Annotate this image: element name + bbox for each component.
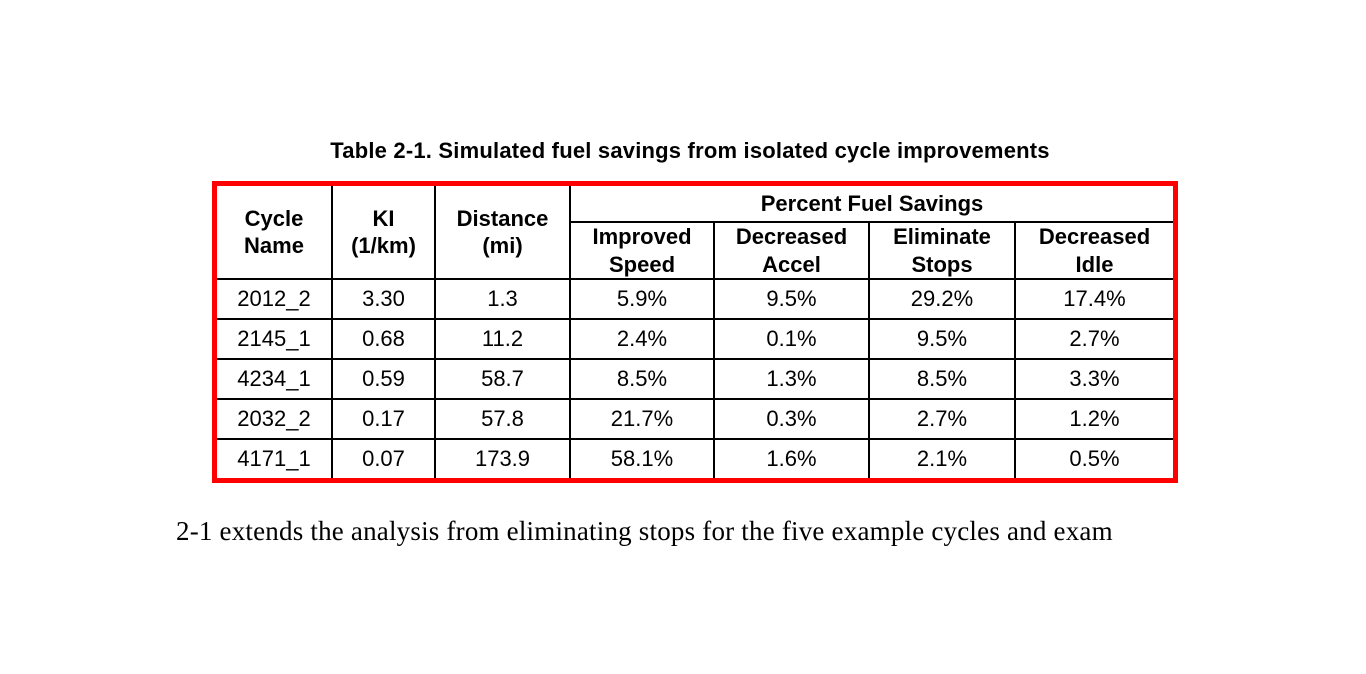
cell-improved-speed: 2.4% xyxy=(569,318,715,360)
cell-distance: 173.9 xyxy=(434,438,571,479)
cell-improved-speed: 8.5% xyxy=(569,358,715,400)
cell-ki: 3.30 xyxy=(331,278,436,320)
cell-cycle-name: 4234_1 xyxy=(216,358,333,400)
cell-distance: 1.3 xyxy=(434,278,571,320)
cell-cycle-name: 2145_1 xyxy=(216,318,333,360)
header-distance: Distance (mi) xyxy=(434,185,571,280)
header-decreased-accel: Decreased Accel xyxy=(713,221,870,280)
cell-decreased-idle: 3.3% xyxy=(1014,358,1174,400)
table-row: 2012_2 3.30 1.3 5.9% 9.5% 29.2% 17.4% xyxy=(216,278,1174,320)
fuel-savings-table: Cycle Name KI (1/km) Distance (mi) Perce… xyxy=(216,185,1174,479)
header-eliminate-stops: Eliminate Stops xyxy=(868,221,1016,280)
cell-cycle-name: 2032_2 xyxy=(216,398,333,440)
cell-eliminate-stops: 2.1% xyxy=(868,438,1016,479)
table-row: 4234_1 0.59 58.7 8.5% 1.3% 8.5% 3.3% xyxy=(216,358,1174,400)
cell-decreased-idle: 2.7% xyxy=(1014,318,1174,360)
cell-ki: 0.59 xyxy=(331,358,436,400)
table-caption: Table 2-1. Simulated fuel savings from i… xyxy=(330,138,1050,163)
header-percent-fuel-savings: Percent Fuel Savings xyxy=(569,185,1174,223)
cell-ki: 0.07 xyxy=(331,438,436,479)
table-row: 2145_1 0.68 11.2 2.4% 0.1% 9.5% 2.7% xyxy=(216,318,1174,360)
table-row: 4171_1 0.07 173.9 58.1% 1.6% 2.1% 0.5% xyxy=(216,438,1174,479)
header-decreased-idle: Decreased Idle xyxy=(1014,221,1174,280)
cell-decreased-accel: 9.5% xyxy=(713,278,870,320)
cell-decreased-idle: 1.2% xyxy=(1014,398,1174,440)
cell-eliminate-stops: 2.7% xyxy=(868,398,1016,440)
cell-ki: 0.17 xyxy=(331,398,436,440)
header-row-sub: Improved Speed Decreased Accel Eliminate… xyxy=(217,221,1174,280)
cell-decreased-accel: 0.3% xyxy=(713,398,870,440)
cell-improved-speed: 58.1% xyxy=(569,438,715,479)
cell-distance: 58.7 xyxy=(434,358,571,400)
cell-decreased-idle: 17.4% xyxy=(1014,278,1174,320)
cell-cycle-name: 2012_2 xyxy=(216,278,333,320)
cell-cycle-name: 4171_1 xyxy=(216,438,333,479)
header-improved-speed: Improved Speed xyxy=(569,221,715,280)
cell-eliminate-stops: 9.5% xyxy=(868,318,1016,360)
table-highlight-frame: Cycle Name KI (1/km) Distance (mi) Perce… xyxy=(212,181,1178,483)
cell-decreased-idle: 0.5% xyxy=(1014,438,1174,479)
cell-eliminate-stops: 8.5% xyxy=(868,358,1016,400)
cell-improved-speed: 21.7% xyxy=(569,398,715,440)
cell-eliminate-stops: 29.2% xyxy=(868,278,1016,320)
header-cycle-name: Cycle Name xyxy=(216,185,333,280)
cell-ki: 0.68 xyxy=(331,318,436,360)
header-row-group: Cycle Name KI (1/km) Distance (mi) Perce… xyxy=(216,185,1174,280)
body-paragraph: 2-1 extends the analysis from eliminatin… xyxy=(176,516,1113,546)
cell-distance: 11.2 xyxy=(434,318,571,360)
table-row: 2032_2 0.17 57.8 21.7% 0.3% 2.7% 1.2% xyxy=(216,398,1174,440)
cell-improved-speed: 5.9% xyxy=(569,278,715,320)
cell-decreased-accel: 1.3% xyxy=(713,358,870,400)
cell-distance: 57.8 xyxy=(434,398,571,440)
header-ki: KI (1/km) xyxy=(331,185,436,280)
cell-decreased-accel: 1.6% xyxy=(713,438,870,479)
cell-decreased-accel: 0.1% xyxy=(713,318,870,360)
